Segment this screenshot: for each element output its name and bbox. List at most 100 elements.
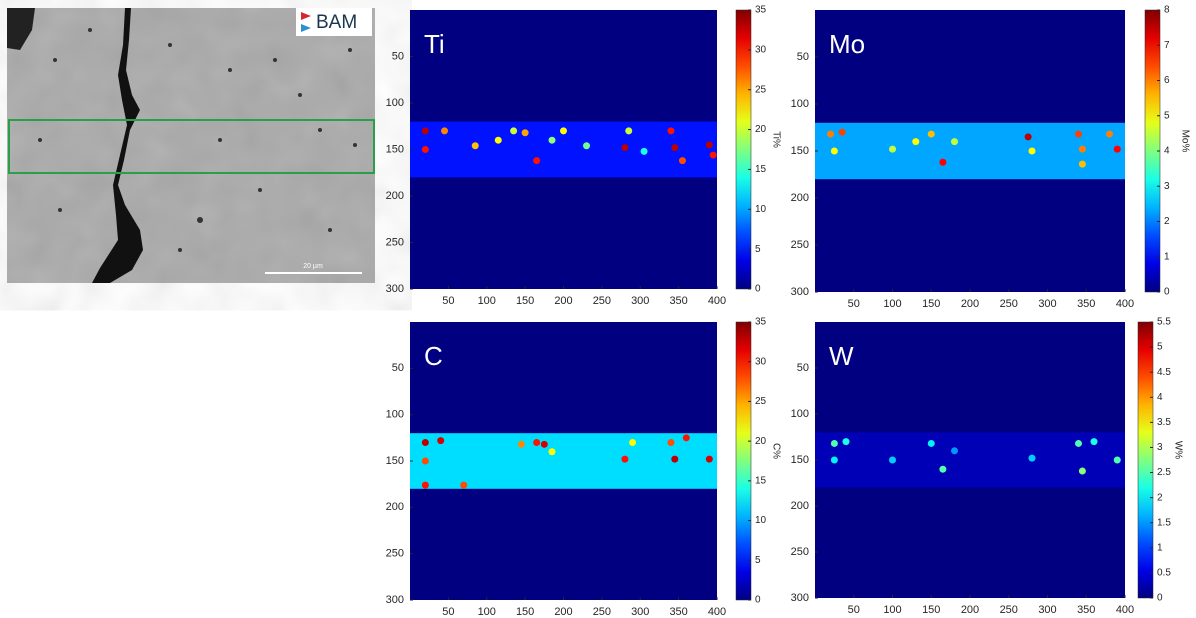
colorbar-tick-label: 0 xyxy=(755,595,761,606)
hot-spot xyxy=(951,447,958,455)
hot-spot xyxy=(421,146,429,153)
x-tick-label: 250 xyxy=(593,606,611,618)
hot-spot xyxy=(912,138,920,146)
hot-spot xyxy=(540,440,548,448)
y-tick-label: 200 xyxy=(791,500,809,512)
y-tick-label: 300 xyxy=(386,283,404,295)
colorbar-tick-label: 30 xyxy=(755,44,767,55)
colorbar-tick-label: 4 xyxy=(1164,146,1170,157)
y-tick-label: 200 xyxy=(386,501,404,513)
y-tick-label: 100 xyxy=(791,98,809,110)
hot-spot xyxy=(625,127,633,135)
hot-spot xyxy=(1028,454,1036,462)
x-tick-label: 100 xyxy=(478,606,496,618)
colorbar-tick-label: 4 xyxy=(1157,392,1163,403)
colorbar xyxy=(735,9,752,290)
colorbar-tick-label: 2 xyxy=(1164,216,1170,227)
hot-spot xyxy=(421,438,429,446)
colorbar xyxy=(735,321,752,601)
y-tick-label: 50 xyxy=(392,50,404,62)
y-tick-label: 250 xyxy=(791,546,809,558)
x-tick-label: 200 xyxy=(961,298,979,310)
colorbar-tick-label: 15 xyxy=(755,164,767,175)
hot-spot xyxy=(460,481,468,489)
x-tick-label: 150 xyxy=(922,604,940,616)
y-tick-label: 50 xyxy=(797,362,809,374)
x-tick-label: 250 xyxy=(1000,298,1018,310)
colorbar-tick-label: 1 xyxy=(1164,251,1170,262)
x-tick-label: 300 xyxy=(631,606,649,618)
y-tick-label: 100 xyxy=(791,408,809,420)
hot-spot xyxy=(494,136,502,144)
micrograph-texture xyxy=(7,8,375,283)
element-label: W xyxy=(829,341,854,371)
x-tick-label: 350 xyxy=(669,295,687,307)
hot-spot xyxy=(533,438,541,446)
colorbar-label: W% xyxy=(1172,441,1183,459)
colorbar-tick-label: 5 xyxy=(1164,110,1170,121)
hot-spot xyxy=(705,141,713,149)
hot-spot xyxy=(1078,467,1086,475)
hot-spot xyxy=(421,457,429,465)
x-tick-label: 200 xyxy=(554,295,572,307)
y-tick-label: 250 xyxy=(386,236,404,248)
hot-spot xyxy=(421,481,429,489)
crack xyxy=(92,8,143,283)
logo-box xyxy=(296,8,372,36)
x-tick-label: 200 xyxy=(961,604,979,616)
hot-spot xyxy=(517,440,525,448)
y-tick-label: 300 xyxy=(791,286,809,298)
logo-mark xyxy=(301,24,311,32)
hot-spot xyxy=(533,157,541,165)
x-tick-label: 100 xyxy=(478,295,496,307)
x-tick-label: 350 xyxy=(1077,604,1095,616)
colorbar-tick-label: 35 xyxy=(755,5,767,16)
hot-spot xyxy=(705,455,713,463)
colorbar xyxy=(1137,321,1154,599)
x-tick-label: 100 xyxy=(883,604,901,616)
hot-spot xyxy=(889,145,896,153)
sem-image: BAM 20 µm xyxy=(7,8,375,283)
colorbar-tick-label: 20 xyxy=(755,436,767,447)
colorbar-tick-label: 8 xyxy=(1164,5,1170,16)
y-tick-label: 200 xyxy=(791,192,809,204)
hot-spot xyxy=(671,144,679,152)
y-tick-label: 100 xyxy=(386,97,404,109)
hot-spot xyxy=(667,438,675,446)
hot-spot xyxy=(1106,130,1113,138)
scale-label: 20 µm xyxy=(303,263,323,270)
hot-spot xyxy=(629,438,637,446)
hot-spot xyxy=(842,438,850,446)
hot-spot xyxy=(441,127,449,135)
hot-spot xyxy=(682,434,690,442)
hot-spot xyxy=(838,128,846,136)
y-tick-label: 150 xyxy=(791,454,809,466)
hot-spot xyxy=(548,136,556,144)
x-tick-label: 150 xyxy=(516,295,534,307)
colorbar-tick-label: 10 xyxy=(755,204,767,215)
heatmap-band xyxy=(410,433,717,489)
x-tick-label: 50 xyxy=(848,298,860,310)
hot-spot xyxy=(830,439,838,447)
y-tick-label: 50 xyxy=(797,51,809,63)
colorbar-tick-label: 5.5 xyxy=(1157,317,1171,328)
logo-mark xyxy=(301,12,311,20)
hot-spot xyxy=(927,439,935,447)
colorbar-tick-label: 5 xyxy=(1157,342,1163,353)
hot-spot xyxy=(1024,133,1032,141)
x-tick-label: 350 xyxy=(1077,298,1095,310)
x-tick-label: 150 xyxy=(516,606,534,618)
hot-spot xyxy=(678,157,686,165)
logo-text: BAM xyxy=(316,12,357,33)
x-tick-label: 100 xyxy=(883,298,901,310)
x-tick-label: 50 xyxy=(442,295,454,307)
colorbar-tick-label: 5 xyxy=(755,555,761,566)
heatmap-band xyxy=(815,122,1125,180)
hot-spot xyxy=(471,142,479,150)
hot-spot xyxy=(583,142,591,150)
hot-spot xyxy=(548,448,556,456)
hot-spot xyxy=(1028,147,1036,155)
heatmap-band xyxy=(815,432,1125,488)
colorbar-tick-label: 20 xyxy=(755,124,767,135)
element-label: Ti xyxy=(424,29,445,59)
